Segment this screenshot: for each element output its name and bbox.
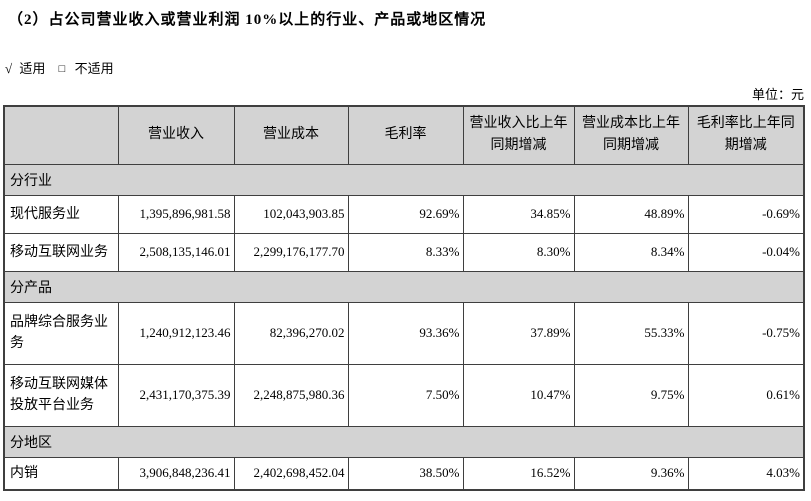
cell-revenue-yoy: 37.89% [462, 301, 575, 365]
unit-label: 单位：元 [751, 87, 804, 102]
section-title: （2）占公司营业收入或营业利润 10%以上的行业、产品或地区情况 [8, 12, 487, 28]
section-row-industry: 分行业 [3, 163, 805, 196]
cell-gross-margin: 38.50% [347, 456, 464, 491]
cell-cost: 102,043,903.85 [233, 194, 349, 234]
cell-cost: 2,299,176,177.70 [233, 232, 349, 272]
col-header-cost-yoy: 营业成本比上年同期增减 [573, 105, 689, 165]
cell-revenue: 3,906,848,236.41 [117, 456, 235, 491]
col-header-blank [3, 105, 119, 165]
cell-revenue-yoy: 8.30% [462, 232, 575, 272]
table-header-row: 营业收入 营业成本 毛利率 营业收入比上年同期增减 营业成本比上年同期增减 毛利… [3, 105, 805, 165]
col-header-gross-margin: 毛利率 [347, 105, 464, 165]
table-row: 品牌综合服务业务 1,240,912,123.46 82,396,270.02 … [3, 301, 805, 365]
cell-revenue-yoy: 10.47% [462, 363, 575, 427]
table-row: 移动互联网业务 2,508,135,146.01 2,299,176,177.7… [3, 232, 805, 272]
cell-cost-yoy: 8.34% [573, 232, 689, 272]
section-row-product: 分产品 [3, 270, 805, 303]
cell-margin-yoy: 4.03% [687, 456, 805, 491]
revenue-table: 营业收入 营业成本 毛利率 营业收入比上年同期增减 营业成本比上年同期增减 毛利… [3, 105, 805, 491]
cell-revenue: 1,395,896,981.58 [117, 194, 235, 234]
row-label: 现代服务业 [3, 194, 119, 234]
cell-margin-yoy: -0.75% [687, 301, 805, 365]
section-label: 分产品 [3, 270, 805, 303]
cell-revenue: 2,508,135,146.01 [117, 232, 235, 272]
cell-cost: 82,396,270.02 [233, 301, 349, 365]
col-header-revenue-yoy: 营业收入比上年同期增减 [462, 105, 575, 165]
section-label: 分地区 [3, 425, 805, 458]
cell-cost: 2,402,698,452.04 [233, 456, 349, 491]
row-label: 移动互联网媒体投放平台业务 [3, 363, 119, 427]
section-label: 分行业 [3, 163, 805, 196]
cell-cost-yoy: 55.33% [573, 301, 689, 365]
row-label: 内销 [3, 456, 119, 491]
cell-gross-margin: 92.69% [347, 194, 464, 234]
cell-gross-margin: 93.36% [347, 301, 464, 365]
section-row-region: 分地区 [3, 425, 805, 458]
col-header-revenue: 营业收入 [117, 105, 235, 165]
row-label: 移动互联网业务 [3, 232, 119, 272]
cell-revenue: 2,431,170,375.39 [117, 363, 235, 427]
cell-margin-yoy: -0.04% [687, 232, 805, 272]
applicable-label: 适用 [19, 61, 46, 76]
table-row: 现代服务业 1,395,896,981.58 102,043,903.85 92… [3, 194, 805, 234]
cell-gross-margin: 8.33% [347, 232, 464, 272]
col-header-cost: 营业成本 [233, 105, 349, 165]
row-label: 品牌综合服务业务 [3, 301, 119, 365]
cell-margin-yoy: -0.69% [687, 194, 805, 234]
cell-revenue-yoy: 34.85% [462, 194, 575, 234]
cell-revenue-yoy: 16.52% [462, 456, 575, 491]
col-header-margin-yoy: 毛利率比上年同期增减 [687, 105, 805, 165]
not-applicable-label: 不适用 [74, 61, 114, 76]
applicability-line: √ 适用 □ 不适用 [5, 60, 811, 79]
cell-cost-yoy: 48.89% [573, 194, 689, 234]
cell-cost: 2,248,875,980.36 [233, 363, 349, 427]
cell-cost-yoy: 9.36% [573, 456, 689, 491]
check-icon: √ [5, 61, 13, 76]
checkbox-icon: □ [58, 63, 66, 75]
cell-margin-yoy: 0.61% [687, 363, 805, 427]
table-row: 移动互联网媒体投放平台业务 2,431,170,375.39 2,248,875… [3, 363, 805, 427]
cell-gross-margin: 7.50% [347, 363, 464, 427]
cell-cost-yoy: 9.75% [573, 363, 689, 427]
table-row: 内销 3,906,848,236.41 2,402,698,452.04 38.… [3, 456, 805, 491]
cell-revenue: 1,240,912,123.46 [117, 301, 235, 365]
